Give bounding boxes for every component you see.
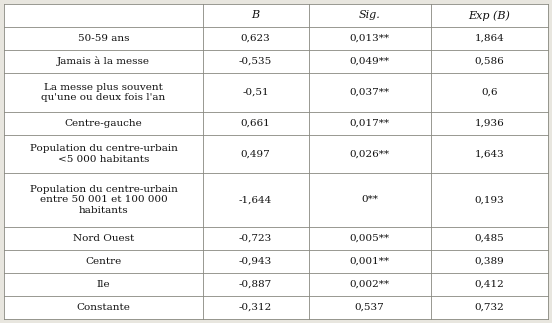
Text: Sig.: Sig. (359, 10, 380, 20)
Text: 0**: 0** (361, 195, 378, 204)
Text: -0,535: -0,535 (239, 57, 272, 66)
Text: 1,643: 1,643 (474, 149, 504, 158)
Text: Centre-gauche: Centre-gauche (65, 119, 142, 128)
Text: 1,864: 1,864 (474, 34, 504, 43)
Text: 0,732: 0,732 (474, 303, 504, 312)
Text: 0,485: 0,485 (474, 234, 504, 243)
Text: -0,723: -0,723 (239, 234, 272, 243)
Text: -0,51: -0,51 (242, 88, 269, 97)
Text: -0,312: -0,312 (239, 303, 272, 312)
Text: Population du centre-urbain
<5 000 habitants: Population du centre-urbain <5 000 habit… (30, 144, 178, 163)
Text: -0,887: -0,887 (239, 280, 272, 289)
Text: La messe plus souvent
qu'une ou deux fois l'an: La messe plus souvent qu'une ou deux foi… (41, 83, 166, 102)
Text: -1,644: -1,644 (239, 195, 272, 204)
Text: 0,013**: 0,013** (350, 34, 390, 43)
Text: 0,661: 0,661 (241, 119, 270, 128)
Text: Ile: Ile (97, 280, 110, 289)
Text: Population du centre-urbain
entre 50 001 et 100 000
habitants: Population du centre-urbain entre 50 001… (30, 185, 178, 215)
Text: 0,005**: 0,005** (350, 234, 390, 243)
Text: Centre: Centre (86, 257, 121, 266)
Text: 1,936: 1,936 (474, 119, 504, 128)
Text: 0,017**: 0,017** (350, 119, 390, 128)
Text: 0,586: 0,586 (474, 57, 504, 66)
Text: 0,026**: 0,026** (350, 149, 390, 158)
Text: -0,943: -0,943 (239, 257, 272, 266)
Text: Jamais à la messe: Jamais à la messe (57, 57, 150, 67)
Text: 0,049**: 0,049** (350, 57, 390, 66)
Text: 0,623: 0,623 (241, 34, 270, 43)
Text: 0,537: 0,537 (355, 303, 385, 312)
Text: 0,412: 0,412 (474, 280, 504, 289)
Text: 0,497: 0,497 (241, 149, 270, 158)
Text: 0,193: 0,193 (474, 195, 504, 204)
Text: 0,389: 0,389 (474, 257, 504, 266)
Text: Exp (B): Exp (B) (468, 10, 510, 21)
Text: 0,002**: 0,002** (350, 280, 390, 289)
Text: 50-59 ans: 50-59 ans (78, 34, 129, 43)
Text: 0,037**: 0,037** (350, 88, 390, 97)
Text: B: B (252, 10, 259, 20)
Text: 0,001**: 0,001** (350, 257, 390, 266)
Text: Constante: Constante (77, 303, 130, 312)
Text: Nord Ouest: Nord Ouest (73, 234, 134, 243)
Text: 0,6: 0,6 (481, 88, 497, 97)
